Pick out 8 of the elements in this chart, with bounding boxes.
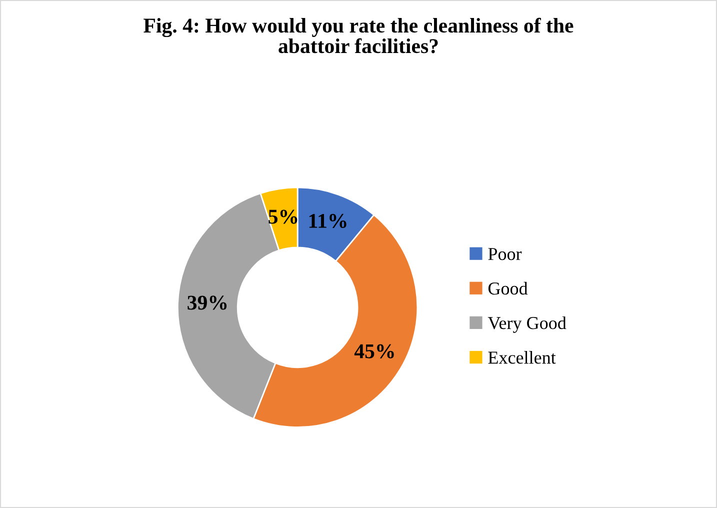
data-label: 11%	[309, 214, 346, 228]
legend-label: Very Good	[488, 316, 566, 333]
legend-label: Excellent	[488, 351, 556, 364]
data-label: 39%	[188, 296, 227, 310]
legend-label: Poor	[488, 248, 522, 260]
data-label: 45%	[354, 344, 394, 358]
legend-label: Good	[488, 282, 528, 295]
chart-title: Fig. 4: How would you rate the cleanliness of the abattoir facilities?	[144, 18, 574, 54]
